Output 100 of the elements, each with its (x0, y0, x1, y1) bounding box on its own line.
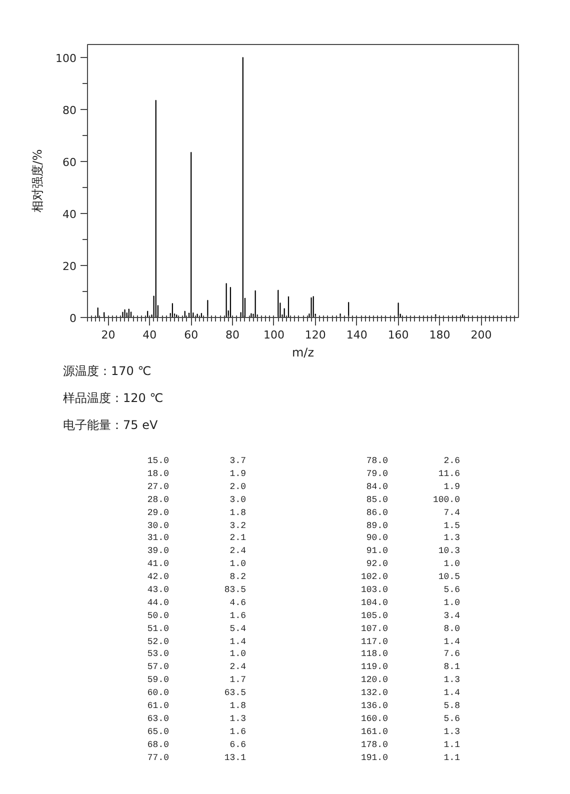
category-label: 57.0 (147, 661, 169, 674)
y-tick-label: 0 (70, 312, 76, 325)
data-label: 63.5 (224, 687, 246, 700)
category-label: 29.0 (147, 507, 169, 520)
category-label: 44.0 (147, 597, 169, 610)
category-label: 65.0 (147, 726, 169, 739)
data-label: 5.8 (444, 700, 460, 713)
data-label: 83.5 (224, 584, 246, 597)
data-label: 13.1 (224, 752, 246, 765)
category-label: 119.0 (360, 661, 388, 674)
data-label: 6.6 (230, 739, 246, 752)
category-label: 60.0 (147, 687, 169, 700)
text: 样品温度：120 ℃ (63, 390, 164, 406)
x-tick-label: 60 (184, 328, 198, 342)
data-label: 1.0 (230, 558, 246, 571)
category-label: 53.0 (147, 648, 169, 661)
category-label: 28.0 (147, 494, 169, 507)
category-label: 104.0 (360, 597, 388, 610)
category-label: 41.0 (147, 558, 169, 571)
data-label: 5.6 (444, 584, 460, 597)
category-label: 118.0 (360, 648, 388, 661)
data-label: 2.4 (230, 661, 246, 674)
x-axis-title: m/z (292, 346, 314, 360)
data-label: 7.4 (444, 507, 460, 520)
x-tick-label: 160 (388, 328, 409, 342)
category-label: 107.0 (360, 623, 388, 636)
category-label: 63.0 (147, 713, 169, 726)
category-label: 51.0 (147, 623, 169, 636)
data-label: 1.3 (230, 713, 246, 726)
data-label: 1.6 (230, 726, 246, 739)
category-label: 132.0 (360, 687, 388, 700)
data-label: 1.5 (444, 520, 460, 533)
data-label: 2.6 (444, 455, 460, 468)
category-label: 50.0 (147, 610, 169, 623)
category-label: 68.0 (147, 739, 169, 752)
data-label: 1.7 (230, 674, 246, 687)
data-label: 1.9 (230, 468, 246, 481)
category-label: 160.0 (360, 713, 388, 726)
x-tick-label: 100 (263, 328, 284, 342)
category-label: 59.0 (147, 674, 169, 687)
category-label: 84.0 (366, 481, 388, 494)
category-label: 27.0 (147, 481, 169, 494)
category-label: 103.0 (360, 584, 388, 597)
category-label: 39.0 (147, 545, 169, 558)
y-axis-title: 相对强度/% (30, 149, 45, 213)
x-tick-label: 20 (101, 328, 116, 342)
data-label: 3.2 (230, 520, 246, 533)
data-label: 3.4 (444, 610, 460, 623)
category-label: 90.0 (366, 532, 388, 545)
data-label: 1.8 (230, 507, 246, 520)
category-label: 18.0 (147, 468, 169, 481)
data-label: 8.0 (444, 623, 460, 636)
data-label: 1.6 (230, 610, 246, 623)
data-label: 100.0 (432, 494, 460, 507)
category-label: 61.0 (147, 700, 169, 713)
data-label: 1.3 (444, 726, 460, 739)
category-label: 79.0 (366, 468, 388, 481)
category-label: 91.0 (366, 545, 388, 558)
x-tick-label: 120 (304, 328, 326, 342)
category-label: 77.0 (147, 752, 169, 765)
text: 源温度：170 ℃ (63, 363, 152, 379)
data-label: 1.4 (230, 636, 246, 649)
data-label: 1.0 (230, 648, 246, 661)
data-label: 5.4 (230, 623, 246, 636)
data-label: 2.1 (230, 532, 246, 545)
category-label: 191.0 (360, 752, 388, 765)
category-label: 42.0 (147, 571, 169, 584)
data-label: 1.0 (444, 558, 460, 571)
y-tick-label: 20 (62, 260, 77, 273)
data-label: 10.3 (438, 545, 460, 558)
data-label: 1.3 (444, 674, 460, 687)
category-label: 120.0 (360, 674, 388, 687)
data-label: 4.6 (230, 597, 246, 610)
data-label: 1.9 (444, 481, 460, 494)
data-label: 2.0 (230, 481, 246, 494)
y-tick-label: 100 (56, 52, 77, 65)
data-label: 5.6 (444, 713, 460, 726)
category-label: 102.0 (360, 571, 388, 584)
x-tick-label: 40 (142, 328, 157, 342)
category-label: 31.0 (147, 532, 169, 545)
category-label: 86.0 (366, 507, 388, 520)
category-label: 15.0 (147, 455, 169, 468)
data-label: 8.1 (444, 661, 460, 674)
y-tick-label: 40 (62, 208, 77, 221)
category-label: 52.0 (147, 636, 169, 649)
data-label: 1.4 (444, 636, 460, 649)
category-label: 117.0 (360, 636, 388, 649)
data-label: 1.8 (230, 700, 246, 713)
data-label: 7.6 (444, 648, 460, 661)
y-tick-label: 60 (62, 156, 77, 169)
data-label: 1.3 (444, 532, 460, 545)
category-label: 92.0 (366, 558, 388, 571)
x-tick-label: 180 (429, 328, 450, 342)
data-label: 8.2 (230, 571, 246, 584)
category-label: 30.0 (147, 520, 169, 533)
category-label: 78.0 (366, 455, 388, 468)
category-label: 43.0 (147, 584, 169, 597)
data-label: 1.0 (444, 597, 460, 610)
data-label: 1.1 (444, 752, 460, 765)
x-tick-label: 140 (346, 328, 368, 342)
